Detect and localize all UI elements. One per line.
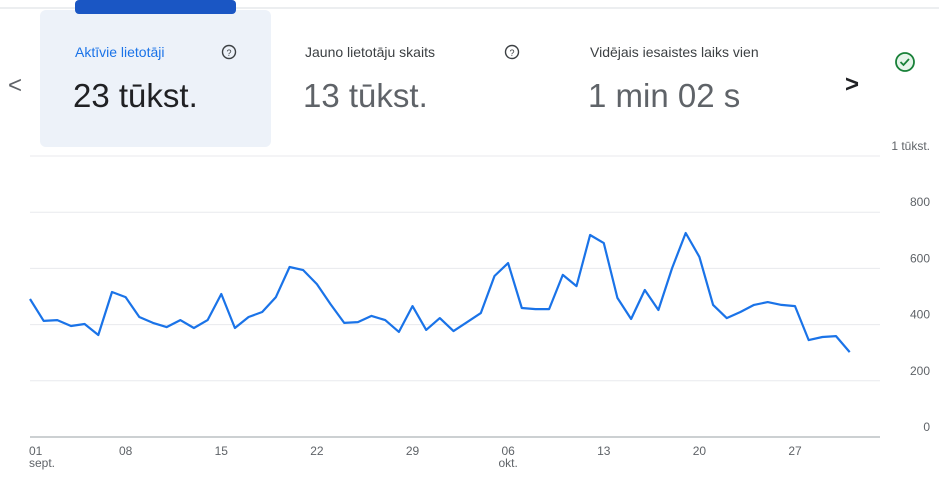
tab-title[interactable]: Jauno lietotāju skaits — [305, 44, 435, 60]
x-tick-label: 01 — [29, 444, 43, 458]
y-tick-label: 0 — [923, 420, 930, 434]
x-tick-label: 13 — [597, 444, 611, 458]
tab-value: 1 min 02 s — [588, 77, 740, 114]
x-tick-label: 20 — [693, 444, 707, 458]
x-month-label: sept. — [29, 456, 55, 470]
x-month-label: okt. — [498, 456, 517, 470]
help-icon[interactable] — [504, 44, 520, 60]
y-tick-label: 400 — [910, 308, 930, 322]
prev-arrow[interactable]: < — [8, 72, 22, 99]
x-tick-label: 22 — [310, 444, 324, 458]
next-arrow[interactable]: > — [845, 71, 859, 98]
tab-title[interactable]: Vidējais iesaistes laiks vien — [590, 44, 759, 60]
help-icon[interactable] — [221, 44, 237, 60]
selected-tab-bg[interactable] — [40, 10, 271, 147]
status-icon — [895, 52, 915, 72]
y-tick-label: 1 tūkst. — [891, 139, 930, 153]
tab-value: 13 tūkst. — [303, 77, 428, 114]
help-icon-mark: ? — [226, 48, 231, 58]
x-tick-label: 06 — [501, 444, 515, 458]
data-line — [29, 231, 851, 353]
selected-tab-indicator — [75, 0, 236, 14]
x-tick-label: 15 — [215, 444, 229, 458]
x-tick-label: 08 — [119, 444, 133, 458]
tab-value: 23 tūkst. — [73, 77, 198, 114]
status-check — [899, 58, 910, 67]
x-tick-label: 27 — [788, 444, 802, 458]
y-tick-label: 800 — [910, 195, 930, 209]
tab-title[interactable]: Aktīvie lietotāji — [75, 44, 164, 60]
y-tick-label: 200 — [910, 364, 930, 378]
y-tick-label: 600 — [910, 251, 930, 265]
x-tick-label: 29 — [406, 444, 420, 458]
help-icon-mark: ? — [509, 48, 514, 58]
